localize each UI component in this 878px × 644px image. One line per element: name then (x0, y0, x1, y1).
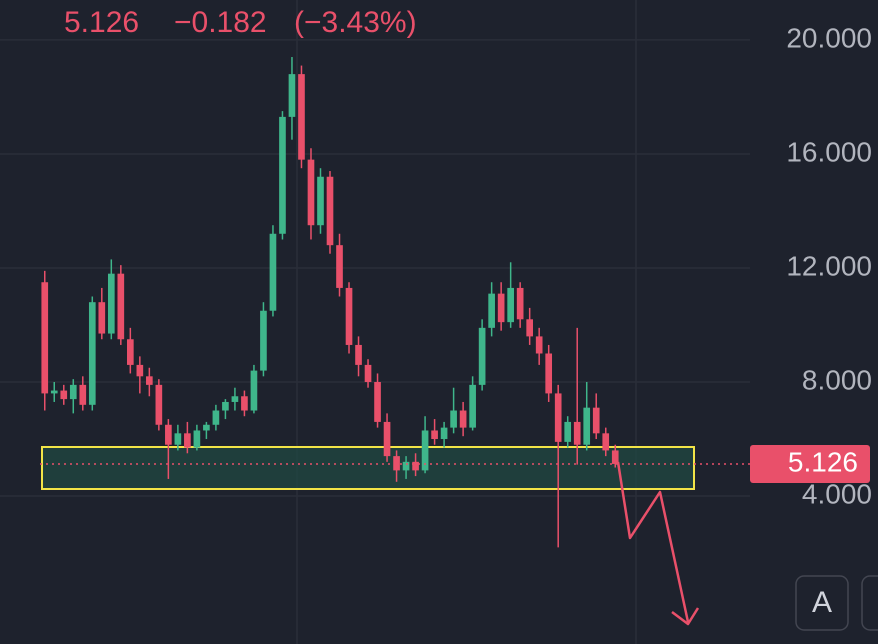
candle-body (345, 287, 353, 345)
candle-body (402, 461, 410, 471)
candle-body (260, 310, 267, 371)
grid (0, 39, 750, 497)
candle-body (231, 396, 239, 402)
candle-body (127, 339, 134, 365)
candle-body (611, 450, 619, 464)
auto-scale-label[interactable]: A (812, 586, 832, 619)
candle-body (516, 287, 524, 320)
candle-body (107, 273, 115, 334)
candle-body (288, 74, 296, 117)
candle-body (573, 421, 581, 445)
header-change-pct: (−3.43%) (294, 6, 417, 39)
candle-body (269, 233, 277, 311)
candle-body (554, 393, 562, 442)
y-tick-label: 8.000 (802, 364, 872, 395)
arrow-head (671, 607, 700, 626)
candle-body (440, 427, 448, 440)
candle-body (203, 424, 210, 431)
candle-body (450, 410, 457, 428)
candle-body (250, 370, 258, 411)
candles (41, 57, 619, 548)
candle-body (98, 302, 106, 334)
candle-body (184, 433, 191, 448)
candle-body (212, 410, 220, 425)
candle-body (41, 282, 49, 394)
last-price-tag (750, 444, 870, 483)
candle-body (307, 159, 315, 226)
candle-body (526, 319, 533, 337)
candle-body (374, 382, 381, 422)
candle-body (583, 407, 591, 445)
header-last: 5.126 (64, 6, 139, 39)
candle-body (60, 390, 68, 400)
y-tick-label: 4.000 (802, 478, 872, 509)
candle-body (431, 430, 438, 440)
candle-body (469, 384, 476, 428)
candle-body (507, 287, 514, 323)
candle-body (545, 353, 553, 394)
candle-body (393, 456, 400, 471)
candle-body (564, 421, 572, 442)
candle-body (421, 430, 429, 471)
candle-body (88, 302, 96, 405)
candle-body (478, 327, 486, 385)
auto-scale-button[interactable] (795, 575, 849, 631)
support-zone (41, 446, 695, 490)
candle-body (165, 424, 172, 445)
candle-body (136, 364, 144, 377)
forecast-arrow (616, 461, 690, 623)
candle-body (412, 461, 419, 471)
candle-body (317, 176, 324, 226)
y-tick-label: 16.000 (786, 136, 872, 167)
candle-body (602, 433, 610, 451)
candle-body (459, 410, 467, 428)
candle-body (193, 430, 201, 448)
candle-body (336, 245, 343, 288)
header-change: −0.182 (174, 6, 267, 39)
candle-body (535, 336, 543, 354)
candle-body (592, 407, 600, 434)
candle-body (383, 421, 391, 457)
candle-body (117, 273, 125, 340)
y-tick-label: 20.000 (786, 22, 872, 53)
candle-body (155, 384, 163, 425)
candle-body (50, 390, 58, 394)
y-tick-label: 12.000 (786, 250, 872, 281)
candle-body (222, 401, 229, 411)
candle-body (488, 293, 495, 328)
candle-body (279, 116, 286, 234)
candle-body (174, 433, 182, 445)
candle-body (79, 384, 87, 405)
candle-body (497, 293, 505, 323)
candle-body (69, 384, 77, 400)
candle-body (146, 376, 153, 385)
candle-body (298, 74, 305, 160)
candle-body (241, 396, 248, 411)
candle-body (326, 176, 334, 246)
last-price-label: 5.126 (788, 446, 858, 477)
candle-body (355, 344, 362, 365)
overlay: 4.000 8.000 12.000 16.000 20.000 5.126 (40, 22, 872, 509)
log-button[interactable] (861, 575, 878, 631)
candle-body (364, 364, 372, 383)
